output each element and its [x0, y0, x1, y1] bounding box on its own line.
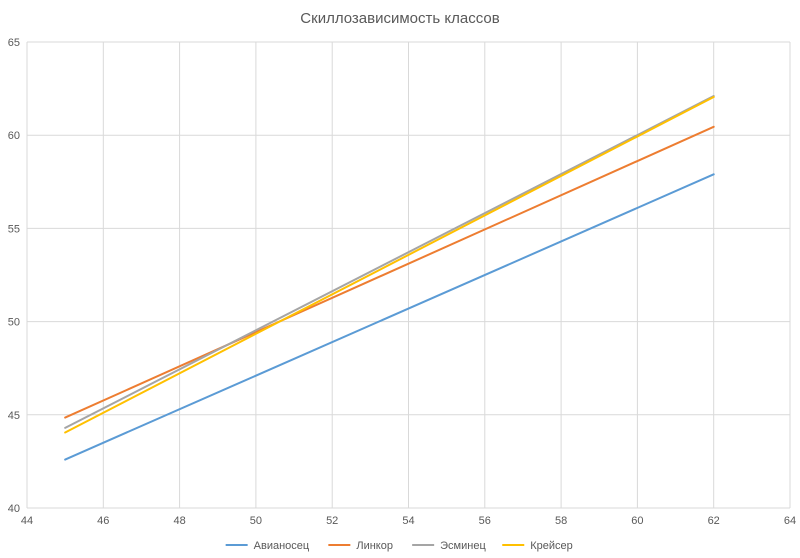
legend-label: Крейсер [530, 540, 573, 552]
legend-label: Авианосец [254, 540, 310, 552]
x-tick-label: 60 [631, 515, 643, 527]
legend-label: Линкор [356, 540, 393, 552]
legend-item: Эсминец [412, 540, 486, 552]
x-tick-label: 48 [173, 515, 185, 527]
y-tick-label: 50 [8, 317, 20, 329]
legend: Авианосец Линкор Эсминец Крейсер [225, 540, 573, 552]
series-line-2 [64, 95, 715, 429]
x-tick-label: 64 [784, 515, 796, 527]
x-tick-label: 58 [555, 515, 567, 527]
x-tick-label: 50 [250, 515, 262, 527]
y-tick-label: 40 [8, 503, 20, 515]
series-line-0 [64, 173, 715, 461]
y-tick-label: 45 [8, 410, 20, 422]
y-tick-label: 55 [8, 223, 20, 235]
legend-item: Крейсер [502, 540, 573, 552]
y-tick-label: 65 [8, 37, 20, 49]
grid [26, 41, 791, 509]
x-tick-label: 52 [326, 515, 338, 527]
tick-labels: 44 46 48 50 52 54 56 58 60 62 64 40 45 50 55 60 65 [8, 37, 796, 527]
legend-item: Линкор [328, 540, 393, 552]
x-tick-label: 54 [402, 515, 414, 527]
legend-item: Авианосец [225, 540, 310, 552]
x-tick-label: 62 [708, 515, 720, 527]
x-tick-label: 46 [97, 515, 109, 527]
series-line-3 [64, 95, 715, 434]
x-tick-label: 44 [21, 515, 33, 527]
x-tick-label: 56 [479, 515, 491, 527]
chart-title: Скиллозависимость классов [300, 10, 499, 27]
series-lines [64, 95, 715, 461]
y-tick-label: 60 [8, 130, 20, 142]
legend-label: Эсминец [440, 540, 486, 552]
series-line-1 [64, 125, 715, 419]
